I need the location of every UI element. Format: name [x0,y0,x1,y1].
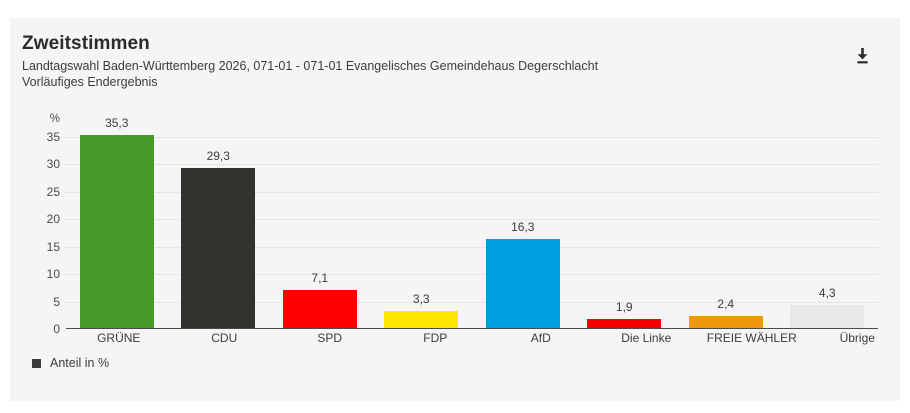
bar[interactable]: 7,1 [282,271,357,329]
x-tick-label: FREIE WÄHLER [706,331,797,345]
bar-slot: 1,9 [574,128,676,329]
bar-slot: 35,3 [66,116,168,329]
x-tick-label: CDU [211,331,238,345]
x-axis: GRÜNE CDU SPD FDP AfD Die Linke FREIE WÄHLER Üb… [66,331,910,345]
bar-value-label: 35,3 [105,116,129,131]
bar[interactable]: 1,9 [587,300,662,329]
legend-swatch [32,358,41,368]
gridline [66,301,878,303]
page-title: Zweitstimmen [22,33,150,54]
bar[interactable]: 35,3 [79,116,154,329]
gridline [66,164,878,166]
chart-legend: Anteil in % [32,356,109,370]
x-tick-label: Übrige [839,331,875,345]
download-button[interactable] [850,44,874,68]
bar-slot: 16,3 [472,128,574,329]
gridline [66,191,878,193]
y-tick-label: 5 [53,294,60,309]
bar-slot: 3,3 [371,128,473,329]
gridline [66,219,878,221]
y-axis-unit: % [49,113,60,125]
x-axis-line [66,328,878,329]
gridline [66,274,878,276]
y-tick-label: 10 [46,267,60,282]
download-icon [854,47,871,65]
bar-value-label: 3,3 [412,291,430,306]
plot-area: 35,3 29,3 7,1 3,3 16,3 1,9 2,4 4,3 [66,116,879,329]
bar-slot: 2,4 [675,128,777,329]
y-tick-label: 0 [53,322,60,336]
x-tick-label: GRÜNE [97,331,141,345]
y-tick-label: 20 [46,212,60,227]
bar-group: 35,3 29,3 7,1 3,3 16,3 1,9 2,4 4,3 [66,116,879,329]
y-axis: % 0 5 10 15 20 25 30 35 [22,113,66,336]
bar-value-label: 29,3 [206,149,230,164]
chart-header: Zweitstimmen Landtagswahl Baden-Württemb… [22,32,886,90]
bar[interactable]: 29,3 [181,149,256,329]
bar-value-label: 16,3 [511,220,535,235]
x-tick-label: Die Linke [621,331,672,345]
bar-value-label: 2,4 [717,296,735,311]
legend-label: Anteil in % [50,356,110,370]
y-tick-label: 15 [46,239,60,254]
gridline [66,136,878,138]
bar-slot: 7,1 [269,128,371,329]
bar[interactable]: 4,3 [790,286,865,329]
plot-wrapper: % 0 5 10 15 20 25 30 35 35,3 29,3 7,1 3,3 16,3 1,9 2,… [22,113,879,336]
y-tick-label: 30 [46,157,60,172]
bar-value-label: 4,3 [818,286,836,301]
bar-slot: 29,3 [168,128,270,329]
y-tick-label: 35 [46,129,60,144]
bar[interactable]: 16,3 [485,220,560,329]
x-tick-label: SPD [317,331,343,345]
y-tick-label: 25 [46,184,60,199]
bar[interactable]: 3,3 [384,292,459,329]
chart-subtitle: Landtagswahl Baden-Württemberg 2026, 071… [22,59,599,73]
bar-slot: 4,3 [777,128,879,329]
x-tick-label: FDP [423,331,448,345]
bar-value-label: 7,1 [311,271,329,286]
x-tick-label: AfD [530,331,551,345]
gridline [66,246,878,248]
bar-value-label: 1,9 [615,299,633,314]
chart-card: Zweitstimmen Landtagswahl Baden-Württemb… [10,18,900,401]
chart-status: Vorläufiges Endergebnis [22,74,158,89]
bar[interactable]: 2,4 [688,297,763,329]
